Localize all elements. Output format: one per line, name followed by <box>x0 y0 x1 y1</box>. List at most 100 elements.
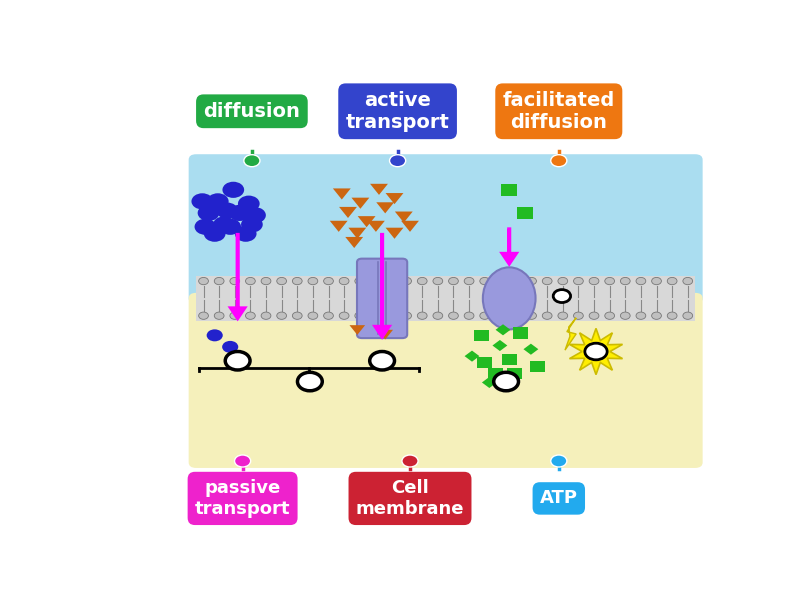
Circle shape <box>370 277 380 284</box>
Circle shape <box>652 277 662 284</box>
Circle shape <box>620 312 630 319</box>
Text: facilitated
diffusion: facilitated diffusion <box>502 91 615 132</box>
Circle shape <box>238 196 260 212</box>
Circle shape <box>292 312 302 319</box>
FancyArrow shape <box>375 235 389 337</box>
Polygon shape <box>506 368 522 379</box>
Circle shape <box>550 455 567 467</box>
Circle shape <box>511 312 521 319</box>
Circle shape <box>402 455 418 467</box>
Polygon shape <box>401 221 419 232</box>
Text: active
transport: active transport <box>346 91 450 132</box>
Circle shape <box>204 226 226 242</box>
Circle shape <box>402 277 411 284</box>
Circle shape <box>495 277 506 284</box>
Polygon shape <box>386 227 403 239</box>
Polygon shape <box>370 184 388 195</box>
Circle shape <box>298 372 322 391</box>
Circle shape <box>683 277 693 284</box>
Circle shape <box>226 352 250 370</box>
Circle shape <box>386 277 396 284</box>
Polygon shape <box>395 212 413 223</box>
Circle shape <box>683 312 693 319</box>
Circle shape <box>494 372 518 391</box>
Circle shape <box>355 312 365 319</box>
Circle shape <box>198 205 219 221</box>
Circle shape <box>244 207 266 223</box>
Circle shape <box>495 312 506 319</box>
Circle shape <box>585 343 607 360</box>
Circle shape <box>206 329 222 341</box>
Circle shape <box>464 312 474 319</box>
Polygon shape <box>367 221 385 232</box>
Circle shape <box>667 277 677 284</box>
Circle shape <box>526 277 537 284</box>
Circle shape <box>207 193 229 209</box>
Circle shape <box>526 312 537 319</box>
Circle shape <box>418 277 427 284</box>
Circle shape <box>542 277 552 284</box>
Circle shape <box>216 203 238 218</box>
Circle shape <box>277 312 286 319</box>
FancyArrow shape <box>231 235 245 318</box>
Text: passive
transport: passive transport <box>195 479 290 518</box>
Circle shape <box>574 312 583 319</box>
Polygon shape <box>517 207 533 219</box>
Circle shape <box>636 277 646 284</box>
Polygon shape <box>358 216 375 227</box>
Polygon shape <box>488 368 503 379</box>
Circle shape <box>542 312 552 319</box>
Circle shape <box>324 312 334 319</box>
Circle shape <box>574 277 583 284</box>
Circle shape <box>480 312 490 319</box>
Circle shape <box>589 277 599 284</box>
Polygon shape <box>330 221 348 232</box>
Circle shape <box>667 312 677 319</box>
Polygon shape <box>376 202 394 214</box>
Polygon shape <box>386 193 403 204</box>
Circle shape <box>402 312 411 319</box>
Circle shape <box>464 277 474 284</box>
Circle shape <box>589 312 599 319</box>
Circle shape <box>244 155 260 167</box>
Circle shape <box>246 312 255 319</box>
Circle shape <box>449 312 458 319</box>
Polygon shape <box>493 340 507 351</box>
Circle shape <box>230 277 240 284</box>
Circle shape <box>355 277 365 284</box>
Circle shape <box>246 277 255 284</box>
Polygon shape <box>570 328 622 374</box>
FancyArrow shape <box>502 229 516 264</box>
Polygon shape <box>565 318 576 350</box>
FancyBboxPatch shape <box>357 259 407 338</box>
Circle shape <box>636 312 646 319</box>
Circle shape <box>198 277 209 284</box>
Circle shape <box>308 277 318 284</box>
Circle shape <box>277 277 286 284</box>
Circle shape <box>230 312 240 319</box>
Polygon shape <box>530 361 545 372</box>
Polygon shape <box>346 237 363 248</box>
Circle shape <box>511 277 521 284</box>
Circle shape <box>554 290 570 302</box>
Circle shape <box>229 205 250 221</box>
Circle shape <box>235 226 257 242</box>
Circle shape <box>339 277 349 284</box>
Circle shape <box>390 155 406 167</box>
Polygon shape <box>482 377 497 388</box>
Polygon shape <box>339 207 357 218</box>
Polygon shape <box>495 324 510 335</box>
Circle shape <box>261 312 271 319</box>
Polygon shape <box>513 328 528 338</box>
Polygon shape <box>477 356 492 368</box>
Circle shape <box>292 277 302 284</box>
Circle shape <box>418 312 427 319</box>
Circle shape <box>558 312 568 319</box>
Text: ATP: ATP <box>540 490 578 508</box>
Circle shape <box>234 455 250 467</box>
Circle shape <box>191 193 213 209</box>
Polygon shape <box>474 330 489 341</box>
Circle shape <box>480 277 490 284</box>
Polygon shape <box>502 354 517 365</box>
Circle shape <box>198 312 209 319</box>
